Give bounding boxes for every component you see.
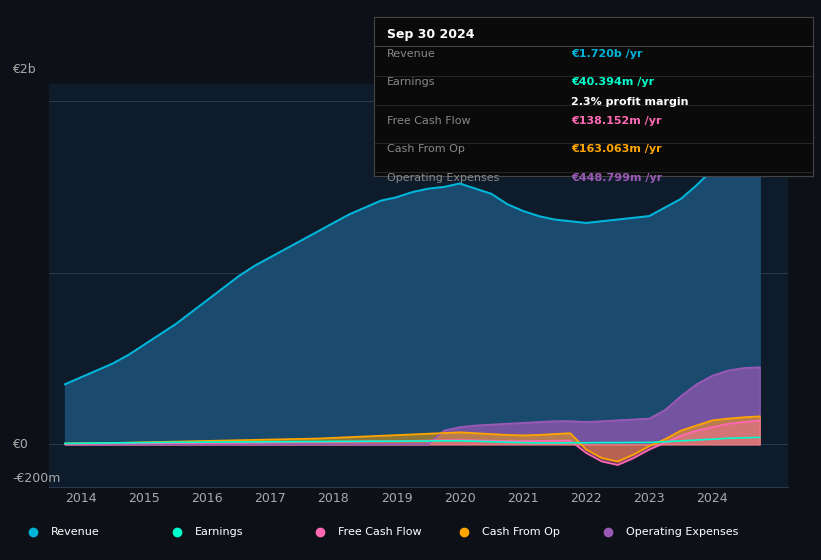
Text: -€200m: -€200m bbox=[12, 472, 61, 485]
Text: Operating Expenses: Operating Expenses bbox=[626, 527, 738, 537]
Text: Operating Expenses: Operating Expenses bbox=[387, 173, 499, 183]
Text: Free Cash Flow: Free Cash Flow bbox=[338, 527, 422, 537]
Text: €0: €0 bbox=[12, 438, 28, 451]
Text: €1.720b /yr: €1.720b /yr bbox=[571, 49, 643, 59]
Text: €163.063m /yr: €163.063m /yr bbox=[571, 144, 662, 155]
Text: €138.152m /yr: €138.152m /yr bbox=[571, 116, 662, 126]
Text: Cash From Op: Cash From Op bbox=[482, 527, 560, 537]
Text: Sep 30 2024: Sep 30 2024 bbox=[387, 28, 475, 41]
Text: €40.394m /yr: €40.394m /yr bbox=[571, 77, 654, 87]
Text: Free Cash Flow: Free Cash Flow bbox=[387, 116, 470, 126]
Text: Revenue: Revenue bbox=[387, 49, 435, 59]
Text: €448.799m /yr: €448.799m /yr bbox=[571, 173, 663, 183]
Text: Cash From Op: Cash From Op bbox=[387, 144, 465, 155]
Text: €2b: €2b bbox=[12, 63, 36, 76]
Text: Revenue: Revenue bbox=[51, 527, 99, 537]
Text: Earnings: Earnings bbox=[195, 527, 243, 537]
Text: Earnings: Earnings bbox=[387, 77, 435, 87]
Text: 2.3% profit margin: 2.3% profit margin bbox=[571, 97, 689, 108]
